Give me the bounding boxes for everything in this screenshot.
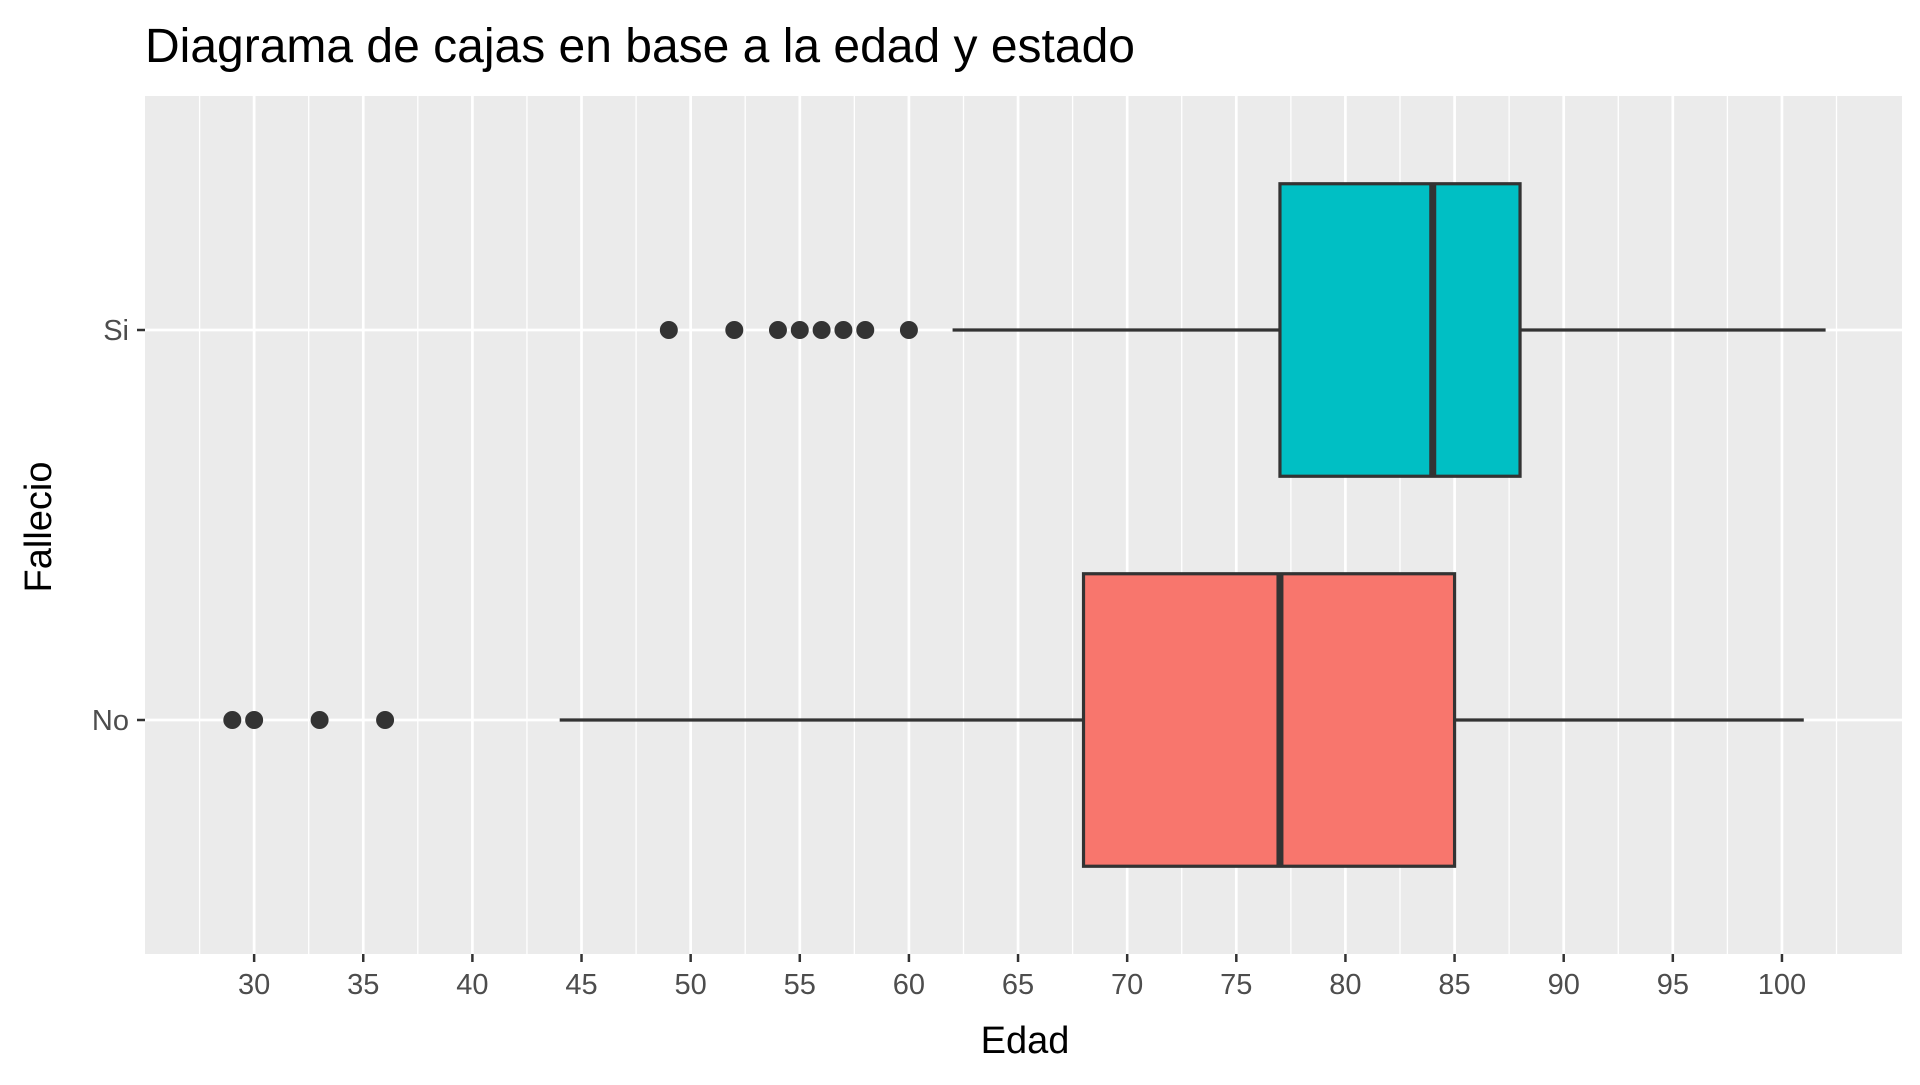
outlier-point bbox=[790, 321, 809, 339]
outlier-point bbox=[245, 711, 264, 729]
box-iqr bbox=[1278, 182, 1522, 478]
outlier-point bbox=[223, 711, 242, 729]
boxes bbox=[223, 182, 1826, 868]
outlier-point bbox=[834, 321, 853, 339]
x-tick-label: 75 bbox=[1220, 969, 1252, 1001]
y-tick-label: Si bbox=[103, 315, 129, 347]
box-si bbox=[659, 182, 1826, 478]
x-tick-label: 100 bbox=[1758, 969, 1806, 1001]
y-tick-label: No bbox=[92, 705, 129, 737]
x-tick-label: 60 bbox=[893, 969, 925, 1001]
x-tick-label: 90 bbox=[1548, 969, 1580, 1001]
axes: 30 35 40 45 50 55 60 65 70 75 80 85 90 95 100 No Si bbox=[92, 315, 1806, 1001]
outlier-point bbox=[812, 321, 831, 339]
outlier-point bbox=[856, 321, 875, 339]
x-tick-label: 35 bbox=[347, 969, 379, 1001]
x-tick-label: 55 bbox=[784, 969, 816, 1001]
x-tick-label: 70 bbox=[1111, 969, 1143, 1001]
chart-title: Diagrama de cajas en base a la edad y es… bbox=[145, 20, 1135, 73]
x-axis-title: Edad bbox=[981, 1020, 1070, 1062]
x-tick-label: 85 bbox=[1438, 969, 1470, 1001]
outlier-point bbox=[659, 321, 678, 339]
outlier-point bbox=[310, 711, 329, 729]
x-tick-label: 30 bbox=[238, 969, 270, 1001]
x-tick-label: 50 bbox=[675, 969, 707, 1001]
y-axis-title: Fallecio bbox=[18, 462, 60, 593]
x-tick-label: 65 bbox=[1002, 969, 1034, 1001]
box-iqr bbox=[1081, 572, 1457, 868]
plot-panel bbox=[145, 96, 1902, 954]
x-tick-label: 95 bbox=[1657, 969, 1689, 1001]
outlier-point bbox=[899, 321, 918, 339]
outlier-point bbox=[725, 321, 744, 339]
x-tick-label: 45 bbox=[565, 969, 597, 1001]
outlier-point bbox=[768, 321, 787, 339]
x-tick-label: 80 bbox=[1329, 969, 1361, 1001]
outlier-point bbox=[376, 711, 395, 729]
x-tick-label: 40 bbox=[456, 969, 488, 1001]
box-no bbox=[223, 572, 1804, 868]
